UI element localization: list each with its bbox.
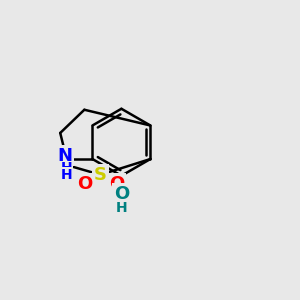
Text: H: H	[116, 201, 127, 215]
Text: S: S	[94, 166, 107, 184]
Text: H: H	[60, 168, 72, 182]
Text: H: H	[60, 161, 72, 175]
Text: O: O	[109, 176, 124, 194]
Text: N: N	[57, 146, 72, 164]
Text: O: O	[77, 176, 92, 194]
Text: O: O	[114, 184, 129, 202]
